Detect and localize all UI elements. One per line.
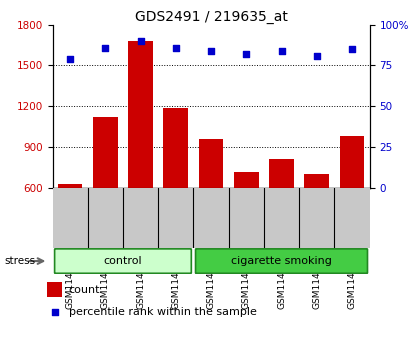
Bar [47,282,62,297]
Bar [269,159,294,269]
Bar [234,172,259,269]
Bar [199,139,223,269]
Point [52,309,58,315]
Bar [340,136,364,269]
Title: GDS2491 / 219635_at: GDS2491 / 219635_at [135,10,287,24]
Point [173,45,179,50]
Text: cigarette smoking: cigarette smoking [231,256,332,266]
Point [313,53,320,58]
Point [278,48,285,54]
Text: stress: stress [4,256,35,266]
Point [137,38,144,44]
Text: percentile rank within the sample: percentile rank within the sample [68,307,256,318]
Point [208,48,215,54]
Point [67,56,74,62]
Text: count: count [68,285,100,295]
FancyBboxPatch shape [55,249,192,273]
Point [102,45,109,50]
Bar [93,117,118,269]
Bar [58,184,82,269]
Point [349,46,355,52]
Bar [163,108,188,269]
FancyBboxPatch shape [196,249,368,273]
Bar [304,174,329,269]
Text: control: control [104,256,142,266]
Bar [128,41,153,269]
Point [243,51,249,57]
